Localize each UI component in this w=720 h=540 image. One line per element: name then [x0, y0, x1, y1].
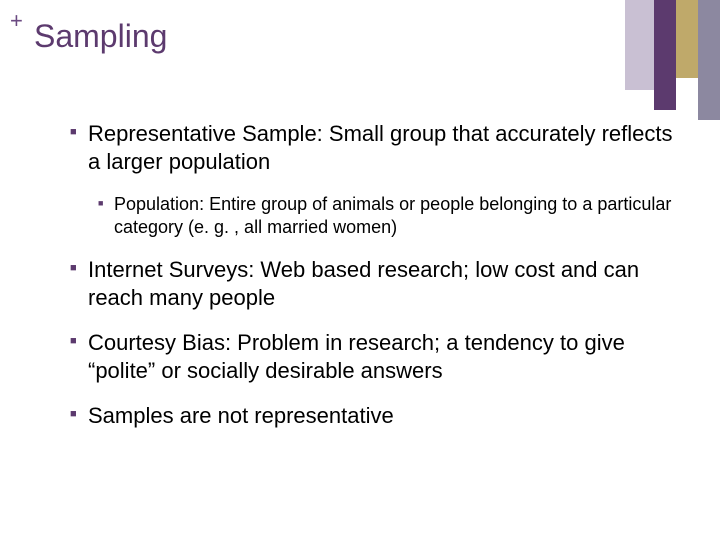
bullet-internet-surveys: Internet Surveys: Web based research; lo… [70, 256, 680, 311]
bullet-samples-not-representative: Samples are not representative [70, 402, 680, 430]
decor-bar-3 [676, 0, 698, 78]
bullet-representative-sample: Representative Sample: Small group that … [70, 120, 680, 175]
decor-bar-4 [698, 0, 720, 120]
bullet-courtesy-bias: Courtesy Bias: Problem in research; a te… [70, 329, 680, 384]
slide-title: Sampling [34, 18, 167, 55]
plus-icon: + [10, 8, 23, 34]
decor-bar-1 [625, 0, 655, 90]
decor-bar-2 [654, 0, 676, 110]
slide-body: Representative Sample: Small group that … [70, 120, 680, 448]
subbullet-population: Population: Entire group of animals or p… [98, 193, 680, 238]
